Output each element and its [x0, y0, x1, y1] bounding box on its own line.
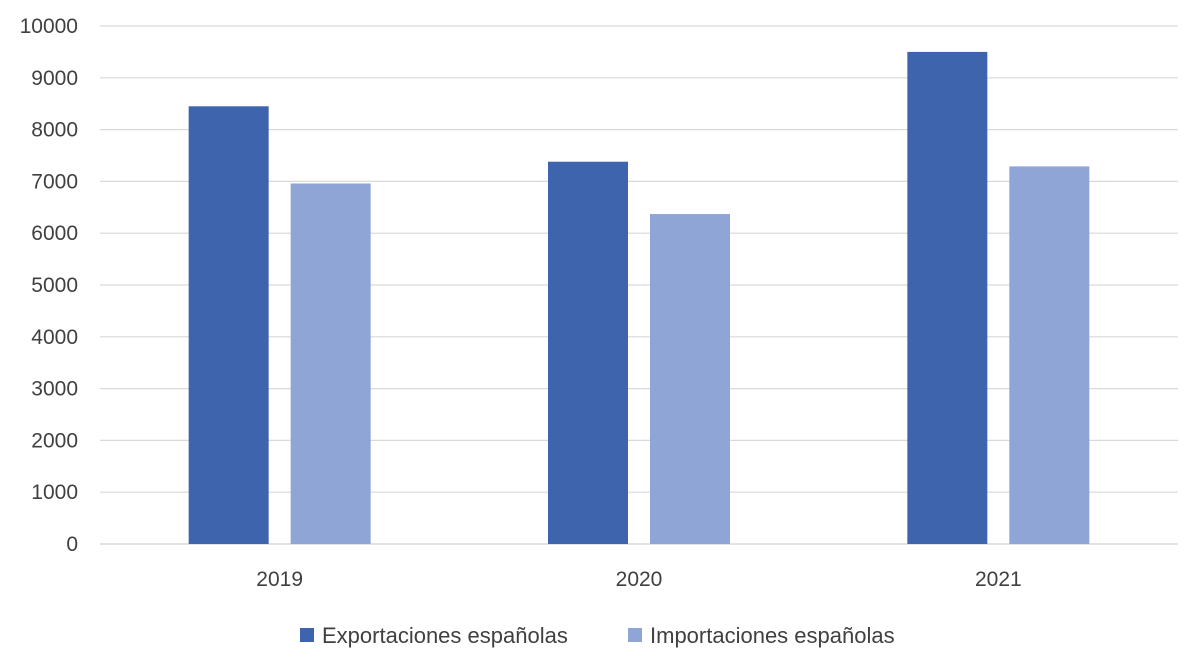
legend-swatch [628, 628, 642, 642]
bars [188, 51, 1090, 545]
y-tick-label: 5000 [31, 274, 78, 297]
legend-label: Exportaciones españolas [322, 623, 568, 648]
x-category-label: 2020 [616, 568, 663, 591]
bar-exportaciones-2020 [548, 161, 628, 544]
y-tick-label: 8000 [31, 119, 78, 142]
bar-exportaciones-2021 [907, 51, 988, 545]
x-category-label: 2021 [975, 568, 1022, 591]
y-tick-label: 9000 [31, 67, 78, 90]
x-category-label: 2019 [256, 568, 303, 591]
legend-label: Importaciones españolas [650, 623, 895, 648]
y-tick-label: 7000 [31, 170, 78, 193]
legend-swatch [300, 628, 314, 642]
y-tick-label: 4000 [31, 326, 78, 349]
y-tick-label: 2000 [31, 429, 78, 452]
y-tick-label: 6000 [31, 222, 78, 245]
y-tick-label: 10000 [20, 15, 78, 38]
bar-exportaciones-2019 [188, 106, 269, 544]
y-tick-label: 3000 [31, 378, 78, 401]
bar-importaciones-2020 [650, 214, 730, 544]
bar-importaciones-2021 [1009, 166, 1090, 545]
x-axis-ticks: 2019 2020 2021 [256, 568, 1021, 591]
y-tick-label: 1000 [31, 481, 78, 504]
y-axis-ticks: 0 1000 2000 3000 4000 5000 6000 7000 8000 9000 100… [20, 15, 78, 556]
bar-importaciones-2019 [290, 183, 371, 545]
grid-lines [100, 25, 1178, 545]
legend: Exportaciones españolas Importaciones esp… [300, 623, 895, 648]
y-tick-label: 0 [66, 533, 78, 556]
